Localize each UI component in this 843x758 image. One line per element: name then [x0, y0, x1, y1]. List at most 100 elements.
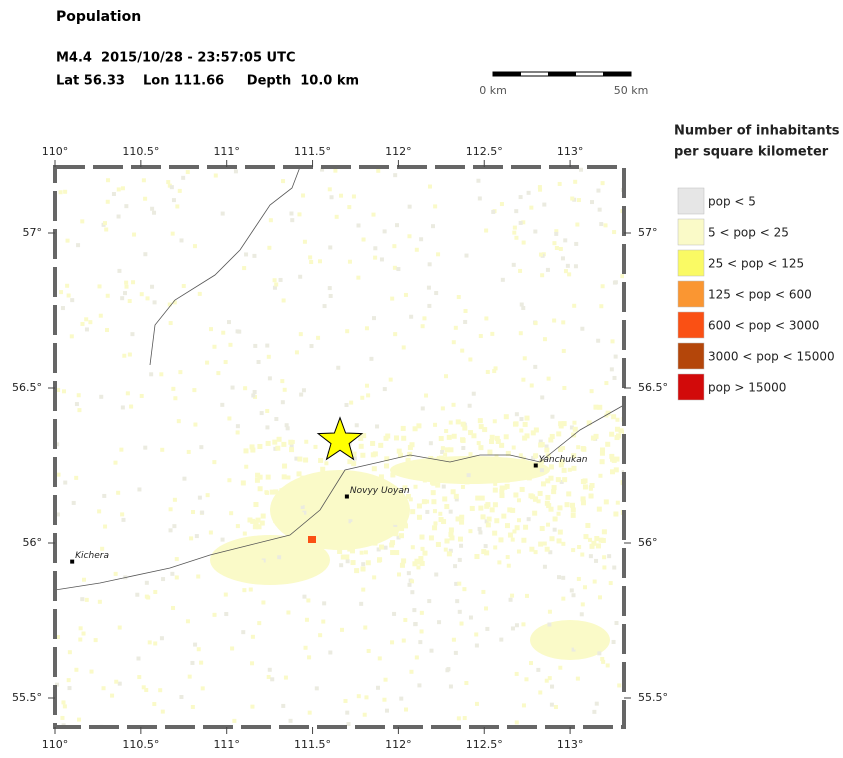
population-cell: [566, 491, 572, 497]
population-cell: [392, 611, 397, 616]
population-cell: [100, 546, 105, 551]
population-cell: [438, 517, 444, 523]
population-cell: [414, 655, 419, 660]
population-cell: [589, 389, 594, 394]
population-cell: [570, 196, 575, 201]
population-cell: [318, 633, 323, 638]
population-cell: [580, 496, 586, 502]
population-cell: [350, 560, 356, 566]
population-cell: [392, 265, 397, 270]
population-cell: [350, 534, 356, 540]
population-cell: [274, 417, 279, 422]
population-cell: [537, 490, 543, 496]
population-cell: [364, 695, 369, 700]
population-cell: [588, 486, 593, 491]
population-cell: [179, 694, 184, 699]
population-cell: [519, 486, 525, 492]
population-cell: [324, 521, 330, 527]
population-cell: [595, 543, 601, 549]
population-cell: [410, 509, 416, 515]
population-cell: [521, 220, 526, 225]
population-cell: [519, 417, 524, 422]
population-cell: [265, 425, 270, 430]
population-cell: [220, 402, 225, 407]
population-cell: [153, 641, 158, 646]
scale-bar: [492, 71, 632, 77]
population-cell: [299, 392, 304, 397]
population-cell: [382, 387, 387, 392]
population-cell: [534, 468, 540, 474]
population-cell: [459, 543, 464, 548]
population-cell: [290, 218, 295, 223]
population-cell: [382, 697, 387, 702]
population-cell: [259, 520, 265, 526]
population-cell: [241, 630, 246, 635]
population-cell: [200, 510, 205, 515]
lon-label: 113°: [557, 738, 584, 751]
population-cell: [56, 387, 61, 392]
population-cell: [474, 701, 479, 706]
population-cell: [247, 552, 253, 558]
population-cell: [509, 468, 514, 473]
population-cell: [602, 555, 607, 560]
population-cell: [498, 537, 504, 543]
population-cell: [533, 453, 539, 459]
population-cell: [489, 507, 495, 513]
population-cell: [66, 678, 71, 683]
population-cell: [237, 549, 242, 554]
legend: Number of inhabitants per square kilomete…: [674, 124, 840, 401]
population-cell: [512, 230, 517, 235]
population-cell: [185, 170, 190, 175]
population-cell: [492, 530, 498, 536]
population-cell: [403, 617, 408, 622]
population-cell: [280, 379, 285, 384]
population-cell: [602, 565, 607, 570]
population-cell: [172, 497, 177, 502]
population-cell: [300, 475, 306, 481]
population-cell: [295, 522, 301, 528]
population-cell: [257, 474, 263, 480]
population-cell: [223, 360, 228, 365]
population-cell: [193, 642, 198, 647]
population-cell: [499, 442, 505, 448]
population-cell: [438, 436, 444, 442]
population-cell: [377, 656, 382, 661]
legend-label: pop > 15000: [708, 381, 786, 395]
population-cell: [556, 538, 562, 544]
population-cell: [414, 247, 419, 252]
population-cell: [121, 517, 126, 522]
population-cell: [76, 243, 81, 248]
population-cell: [478, 530, 483, 535]
population-cell: [71, 500, 76, 505]
river: [55, 404, 624, 591]
population-cell: [74, 402, 79, 407]
population-cell: [461, 445, 466, 450]
population-cell: [473, 455, 478, 460]
population-cell: [257, 443, 263, 449]
population-cell: [174, 557, 179, 562]
population-cell: [603, 499, 609, 505]
population-cell: [471, 433, 477, 439]
population-cell: [351, 461, 357, 467]
population-cell: [492, 487, 498, 493]
population-cell: [494, 435, 500, 441]
population-cell: [455, 476, 461, 482]
population-cell: [467, 403, 472, 408]
lon-label: 112.5°: [466, 738, 503, 751]
population-cell: [548, 550, 553, 555]
population-cell: [337, 548, 343, 554]
population-cell: [187, 674, 192, 679]
population-cell: [305, 552, 311, 558]
population-cell: [495, 438, 501, 444]
population-cell: [440, 406, 445, 411]
legend-label: 600 < pop < 3000: [708, 319, 819, 333]
population-cell: [613, 354, 618, 359]
lon-label: 110.5°: [122, 145, 159, 158]
population-cell: [119, 447, 124, 452]
population-cell: [365, 560, 371, 566]
population-cell: [344, 403, 349, 408]
population-cell: [580, 500, 586, 506]
population-cell: [390, 472, 396, 478]
population-cell: [468, 430, 474, 436]
population-cell: [350, 487, 356, 493]
